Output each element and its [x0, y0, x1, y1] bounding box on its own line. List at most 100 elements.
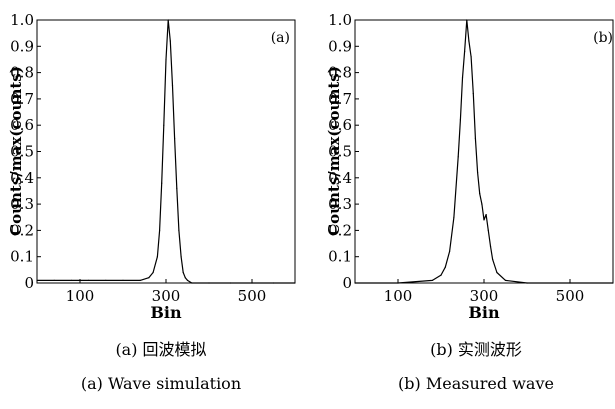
y-tick-label: 0.4	[10, 169, 34, 187]
data-point	[464, 51, 466, 53]
data-point	[165, 58, 167, 61]
data-point	[487, 229, 489, 231]
series-line	[355, 19, 613, 284]
data-point	[474, 137, 476, 139]
data-point	[184, 277, 186, 279]
y-tick-label: 0.9	[328, 37, 352, 55]
y-tick-label: 0.9	[10, 37, 34, 55]
x-ticks-b: 100 300 500	[384, 279, 585, 305]
x-tick-label: 100	[384, 287, 413, 305]
chart-panel-a: (a) Bin Counts/max(counts) 0 0.1 0.2 0.3 0.4…	[7, 11, 296, 322]
series-b	[354, 19, 614, 284]
y-tick-label: 0	[24, 274, 34, 292]
data-point	[176, 187, 178, 189]
data-point	[161, 182, 163, 184]
data-point	[397, 282, 399, 284]
data-point	[167, 19, 169, 21]
y-axis-label-b: Counts/max(counts)	[325, 66, 343, 236]
data-point	[272, 282, 275, 284]
data-point	[88, 279, 90, 281]
data-point	[156, 256, 158, 258]
data-point	[174, 137, 176, 139]
data-point	[148, 277, 150, 279]
data-point	[496, 271, 498, 274]
x-tick-label: 100	[66, 287, 95, 305]
data-point	[139, 279, 141, 281]
y-tick-label: 0.3	[328, 195, 352, 213]
x-tick-label: 500	[238, 287, 267, 305]
y-tick-label: 1.0	[10, 11, 34, 29]
caption-en-b: (b) Measured wave	[398, 374, 554, 393]
caption-en-a: (a) Wave simulation	[80, 374, 242, 393]
y-tick-label: 0.6	[10, 116, 34, 134]
y-ticks-a: 0 0.1 0.2 0.3 0.4 0.5 0.6 0.7 0.8 0.9 1.0	[10, 11, 41, 292]
data-point	[472, 93, 474, 95]
data-point	[468, 40, 470, 42]
y-axis-label-a: Counts/max(counts)	[7, 66, 25, 236]
data-point	[459, 119, 461, 121]
data-point	[171, 85, 174, 87]
data-point	[180, 256, 182, 258]
x-axis-label-a: Bin	[150, 303, 182, 322]
data-point	[440, 274, 442, 276]
y-tick-label: 0.8	[328, 64, 352, 82]
x-axis-label-b: Bin	[468, 303, 500, 322]
data-point	[461, 77, 464, 79]
data-point	[36, 279, 38, 281]
y-tick-label: 0.2	[328, 221, 352, 239]
data-point	[477, 171, 479, 174]
y-tick-label: 0.3	[10, 195, 34, 213]
data-point	[186, 279, 189, 281]
y-ticks-b: 0 0.1 0.2 0.3 0.4 0.5 0.6 0.7 0.8 0.9 1.0	[328, 11, 359, 292]
data-point	[105, 279, 107, 281]
y-tick-label: 0.5	[328, 143, 352, 161]
data-point	[569, 282, 571, 284]
data-point	[457, 156, 459, 158]
data-point	[163, 124, 165, 126]
data-point	[489, 245, 492, 247]
y-tick-label: 0.8	[10, 64, 34, 82]
y-tick-label: 0.1	[10, 248, 34, 266]
data-point	[70, 279, 72, 281]
data-point	[485, 214, 487, 216]
chart-panel-b: (b) Bin Counts/max(counts) 0 0.1 0.2 0.3 0.4…	[325, 11, 614, 322]
panel-tag-b: (b)	[593, 30, 613, 46]
x-tick-label: 300	[152, 287, 181, 305]
x-tick-label: 300	[470, 287, 499, 305]
data-point	[159, 229, 161, 231]
data-point	[612, 282, 614, 284]
data-point	[251, 282, 253, 284]
data-point	[453, 216, 455, 218]
data-point	[53, 279, 55, 281]
data-point	[479, 193, 481, 195]
data-point	[152, 271, 154, 274]
data-point	[466, 19, 468, 21]
y-tick-label: 0.7	[328, 90, 352, 108]
data-point	[208, 282, 210, 284]
data-point	[294, 282, 296, 284]
data-point	[481, 203, 483, 205]
data-point	[122, 279, 124, 281]
data-point	[449, 250, 451, 252]
data-point	[182, 271, 184, 274]
data-point	[229, 282, 232, 284]
x-tick-label: 500	[556, 287, 585, 305]
y-tick-label: 0.1	[328, 248, 352, 266]
plot-frame-b	[354, 19, 614, 284]
data-point	[178, 229, 180, 231]
y-tick-label: 0.2	[10, 221, 34, 239]
caption-zh-a: (a) 回波模拟	[115, 340, 207, 359]
data-point	[169, 40, 171, 42]
x-ticks-a: 100 300 500	[66, 279, 267, 305]
y-tick-label: 0.7	[10, 90, 34, 108]
y-tick-label: 0	[342, 274, 352, 292]
data-point	[504, 279, 507, 281]
data-point	[431, 279, 433, 281]
series-line	[37, 19, 295, 284]
series-a	[36, 19, 296, 284]
data-point	[191, 282, 193, 284]
y-tick-label: 0.6	[328, 116, 352, 134]
data-point	[492, 258, 494, 260]
y-tick-label: 0.4	[328, 169, 352, 187]
